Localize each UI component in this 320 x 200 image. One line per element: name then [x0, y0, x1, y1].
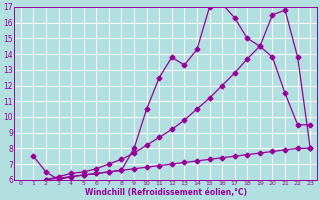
X-axis label: Windchill (Refroidissement éolien,°C): Windchill (Refroidissement éolien,°C) — [84, 188, 246, 197]
